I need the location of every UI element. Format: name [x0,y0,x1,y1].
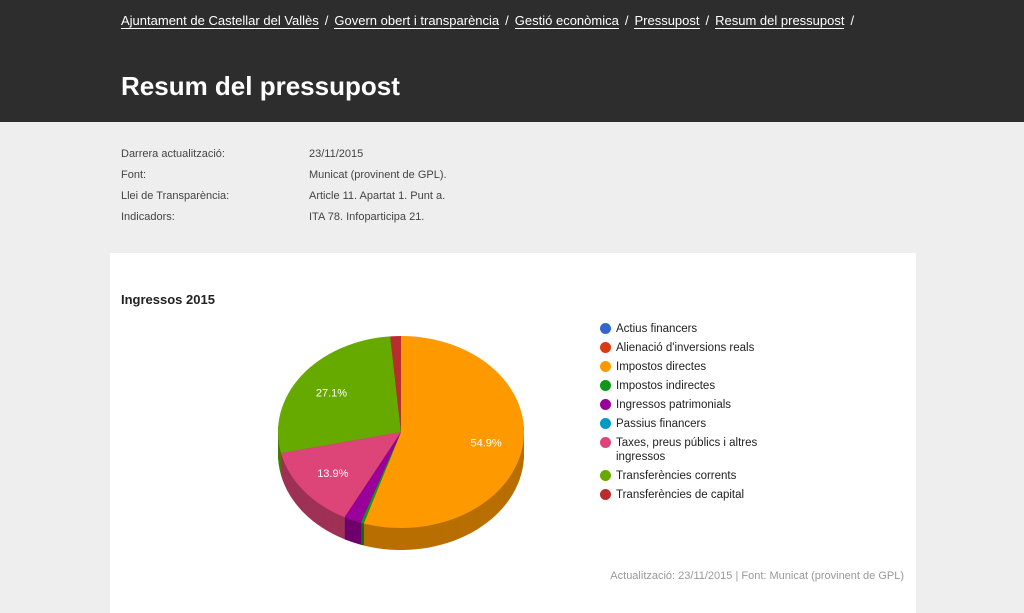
legend-swatch [600,323,611,334]
metadata-row: Darrera actualització: 23/11/2015 [121,148,447,169]
legend-swatch [600,489,611,500]
chart-title: Ingressos 2015 [121,292,215,307]
legend-label: Passius financers [616,418,707,430]
legend-item[interactable]: Ingressos patrimonials [600,398,780,412]
legend-label: Impostos indirectes [616,380,716,392]
legend-label: Ingressos patrimonials [616,399,732,411]
metadata-row: Indicadors: ITA 78. Infoparticipa 21. [121,211,447,232]
page-header: Ajuntament de Castellar del Vallès / Gover… [0,0,1024,122]
breadcrumb-separator: / [505,13,509,28]
pie-data-label: 27.1% [316,387,347,399]
breadcrumb-link[interactable]: Ajuntament de Castellar del Vallès [121,13,319,29]
breadcrumb-separator: / [624,13,629,28]
breadcrumb-separator: / [705,13,710,28]
metadata-row: Font: Municat (provinent de GPL). [121,169,447,190]
legend-item[interactable]: Actius financers [600,322,780,336]
legend-item[interactable]: Impostos directes [600,360,780,374]
pie-slice[interactable] [344,432,401,523]
legend-label: Impostos directes [616,361,707,373]
legend-label: Taxes, preus públics i altres ingressos [616,437,758,463]
pie-slice[interactable] [363,336,524,528]
legend-item[interactable]: Impostos indirectes [600,379,780,393]
metadata-label: Darrera actualització: [121,148,225,160]
pie-slice[interactable] [390,336,401,432]
pie-data-label: 13.9% [317,468,348,480]
legend-item[interactable]: Passius financers [600,417,780,431]
pie-data-label: 54.9% [470,437,501,449]
legend-item[interactable]: Alienació d'inversions reals [600,341,780,355]
page-title: Resum del pressupost [121,71,400,101]
metadata-value: ITA 78. Infoparticipa 21. [309,211,425,223]
chart-legend: Actius financers Alienació d'inversions r… [600,322,780,507]
legend-label: Actius financers [616,323,698,335]
legend-swatch [600,437,611,448]
legend-swatch [600,399,611,410]
pie-slice[interactable] [280,432,401,518]
breadcrumb-link[interactable]: Pressupost [634,13,700,29]
metadata-value: 23/11/2015 [309,148,364,160]
metadata-list: Darrera actualització: 23/11/2015 Font: Mun… [121,148,447,232]
metadata-label: Font: [121,169,147,181]
chart-footer: Actualització: 23/11/2015 | Font: Munica… [610,570,904,582]
breadcrumb-separator: / [324,13,329,28]
breadcrumb-link[interactable]: Govern obert i transparència [334,13,500,29]
legend-swatch [600,361,611,372]
chart-card: Ingressos 2015 54.9% 13.9% 27.1% Actius fi… [110,253,916,613]
metadata-row: Llei de Transparència: Article 11. Aparta… [121,190,447,211]
legend-item[interactable]: Transferències corrents [600,469,780,483]
legend-label: Transferències de capital [616,489,745,501]
legend-label: Transferències corrents [616,470,737,482]
metadata-label: Indicadors: [121,211,175,223]
legend-item[interactable]: Taxes, preus públics i altres ingressos [600,436,780,464]
legend-swatch [600,418,611,429]
metadata-value: Municat (provinent de GPL). [309,169,447,181]
pie-chart: 54.9% 13.9% 27.1% [278,336,524,550]
breadcrumb: Ajuntament de Castellar del Vallès / Gover… [121,13,860,29]
legend-label: Alienació d'inversions reals [616,342,755,354]
pie-slice[interactable] [278,336,401,453]
breadcrumb-link[interactable]: Resum del pressupost [715,13,845,29]
breadcrumb-link[interactable]: Gestió econòmica [514,13,619,29]
pie-slice[interactable] [360,432,401,524]
legend-item[interactable]: Transferències de capital [600,488,780,502]
metadata-label: Llei de Transparència: [121,190,230,202]
legend-swatch [600,342,611,353]
breadcrumb-separator: / [850,13,855,28]
legend-swatch [600,380,611,391]
legend-swatch [600,470,611,481]
metadata-value: Article 11. Apartat 1. Punt a. [309,190,446,202]
